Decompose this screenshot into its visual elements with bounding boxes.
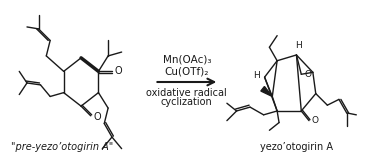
Text: Mn(OAc)₃: Mn(OAc)₃ [163, 55, 211, 65]
Polygon shape [261, 86, 272, 96]
Text: O: O [115, 66, 122, 76]
Text: O: O [94, 112, 101, 122]
Text: oxidative radical: oxidative radical [146, 88, 227, 98]
Text: yezo’otogirin A: yezo’otogirin A [260, 142, 333, 152]
Text: O: O [312, 116, 319, 125]
Text: H: H [295, 41, 302, 50]
Text: cyclization: cyclization [161, 97, 213, 107]
Text: "pre-yezo’otogirin A": "pre-yezo’otogirin A" [11, 142, 113, 152]
Text: Cu(OTf)₂: Cu(OTf)₂ [165, 66, 209, 76]
Text: O: O [304, 70, 311, 79]
Text: H: H [254, 71, 260, 80]
